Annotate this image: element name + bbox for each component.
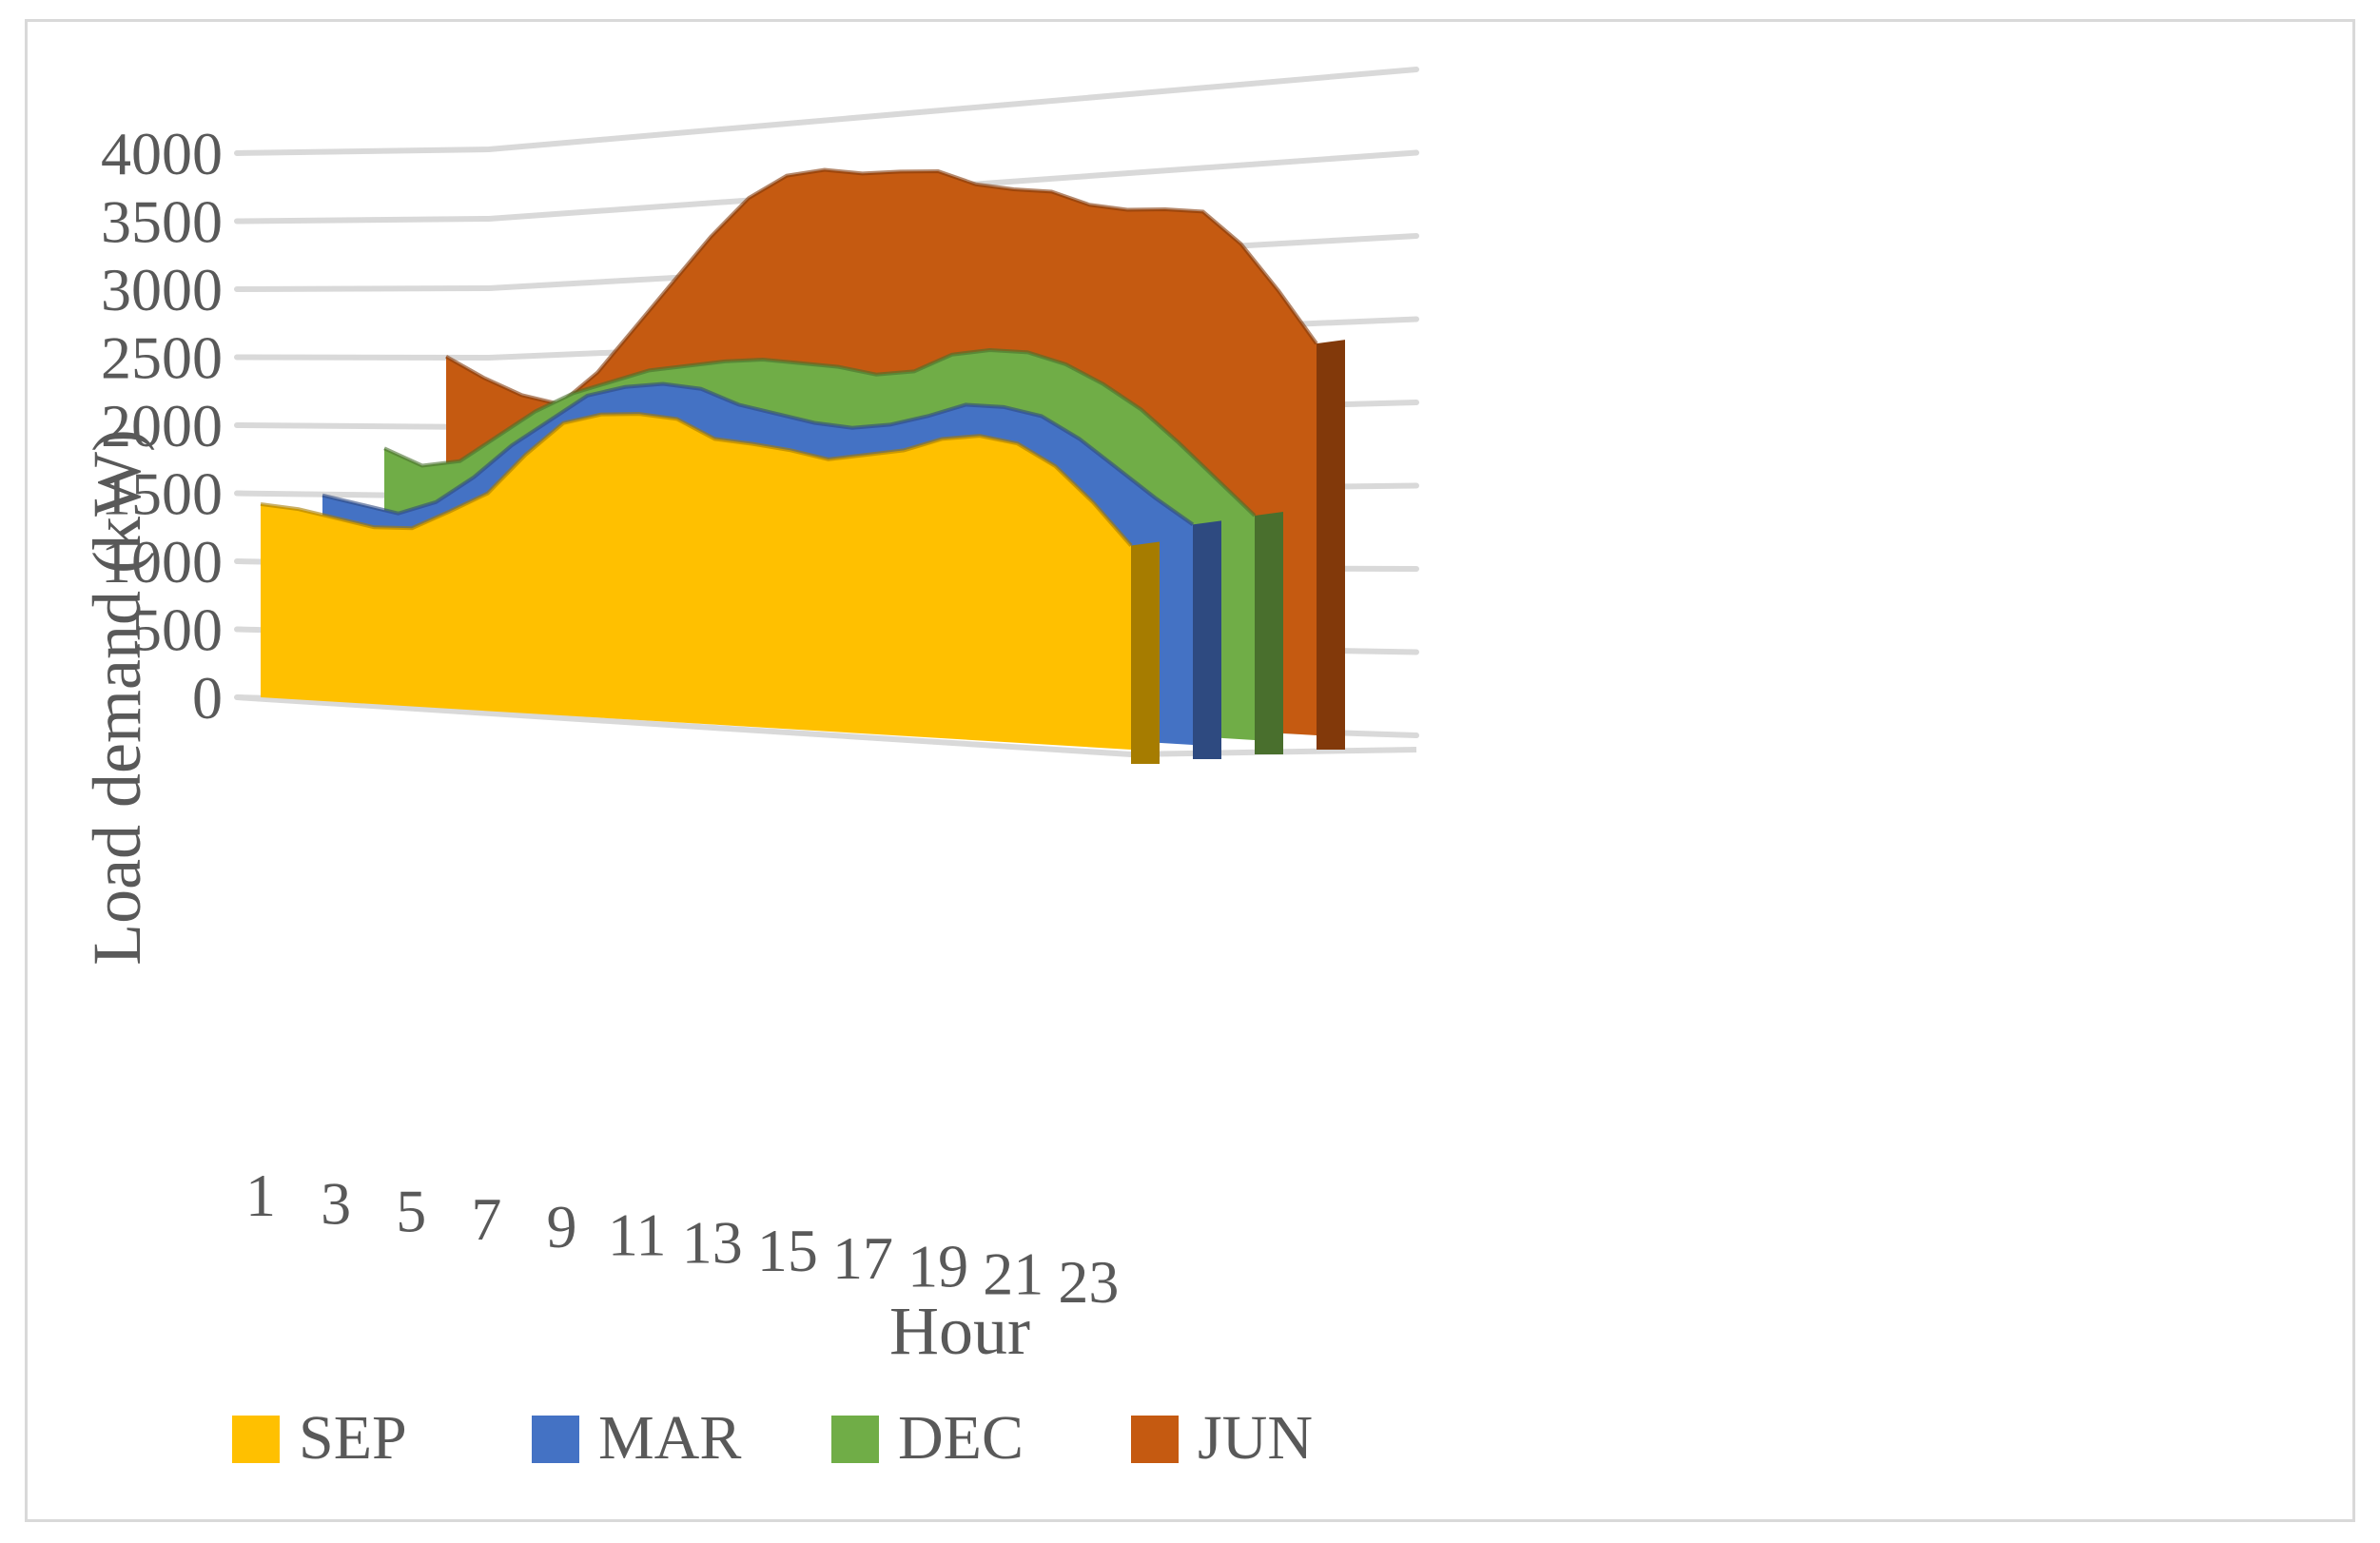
y-tick-label: 2000 [101, 392, 223, 459]
x-tick-label: 15 [757, 1217, 818, 1284]
x-tick-label: 1 [245, 1162, 276, 1229]
legend-label: MAR [598, 1403, 741, 1473]
x-tick-label: 7 [471, 1185, 501, 1253]
legend-item-sep: SEP [232, 1403, 407, 1473]
series-side-mar [1193, 520, 1221, 759]
x-tick-label: 9 [547, 1193, 577, 1260]
legend-label: JUN [1198, 1403, 1313, 1473]
legend-label: SEP [299, 1403, 407, 1473]
series-edge-dec [383, 348, 1257, 518]
legend: SEP MAR DEC JUN [232, 1403, 1313, 1473]
y-tick-label: 0 [192, 664, 223, 732]
x-tick-label: 21 [983, 1240, 1044, 1308]
x-tick-label: 13 [682, 1209, 743, 1277]
y-tick-label: 3500 [101, 188, 223, 256]
series-side-sep [1131, 541, 1160, 764]
gridline [234, 67, 1419, 156]
x-tick-label: 17 [832, 1224, 893, 1292]
gridline [234, 149, 1419, 225]
legend-swatch [831, 1416, 879, 1463]
x-tick-label: 3 [321, 1169, 351, 1237]
series-side-dec [1255, 512, 1283, 754]
series-side-jun [1317, 340, 1345, 750]
y-tick-label: 500 [131, 596, 223, 664]
chart-frame: 0 500 1000 1500 2000 2500 3000 3500 4000 1 3 5 7 9 11… [25, 19, 2355, 1522]
y-axis-title: Load demand (kW) [79, 429, 155, 966]
series-edge-sep [260, 412, 1133, 547]
series-edge-jun [445, 167, 1318, 407]
legend-item-jun: JUN [1131, 1403, 1313, 1473]
x-tick-label: 5 [396, 1178, 426, 1245]
series-sep [260, 412, 1160, 764]
legend-swatch [1131, 1416, 1179, 1463]
legend-swatch [232, 1416, 280, 1463]
legend-label: DEC [898, 1403, 1024, 1473]
legend-item-mar: MAR [532, 1403, 741, 1473]
x-tick-label: 19 [907, 1232, 968, 1299]
y-tick-label: 1500 [101, 460, 223, 528]
y-tick-label: 3000 [101, 256, 223, 323]
legend-item-dec: DEC [831, 1403, 1024, 1473]
series-edge-mar [322, 381, 1195, 526]
legend-swatch [532, 1416, 579, 1463]
x-tick-label: 11 [608, 1201, 667, 1268]
series-areas [260, 167, 1345, 764]
x-tick-label: 23 [1058, 1248, 1119, 1316]
y-tick-label: 4000 [101, 120, 223, 187]
y-tick-label: 2500 [101, 324, 223, 392]
x-axis-ticks: 1 3 5 7 9 11 13 15 17 19 21 23 [245, 1162, 1119, 1316]
y-tick-label: 1000 [101, 528, 223, 596]
x-axis-title: Hour [889, 1293, 1030, 1369]
